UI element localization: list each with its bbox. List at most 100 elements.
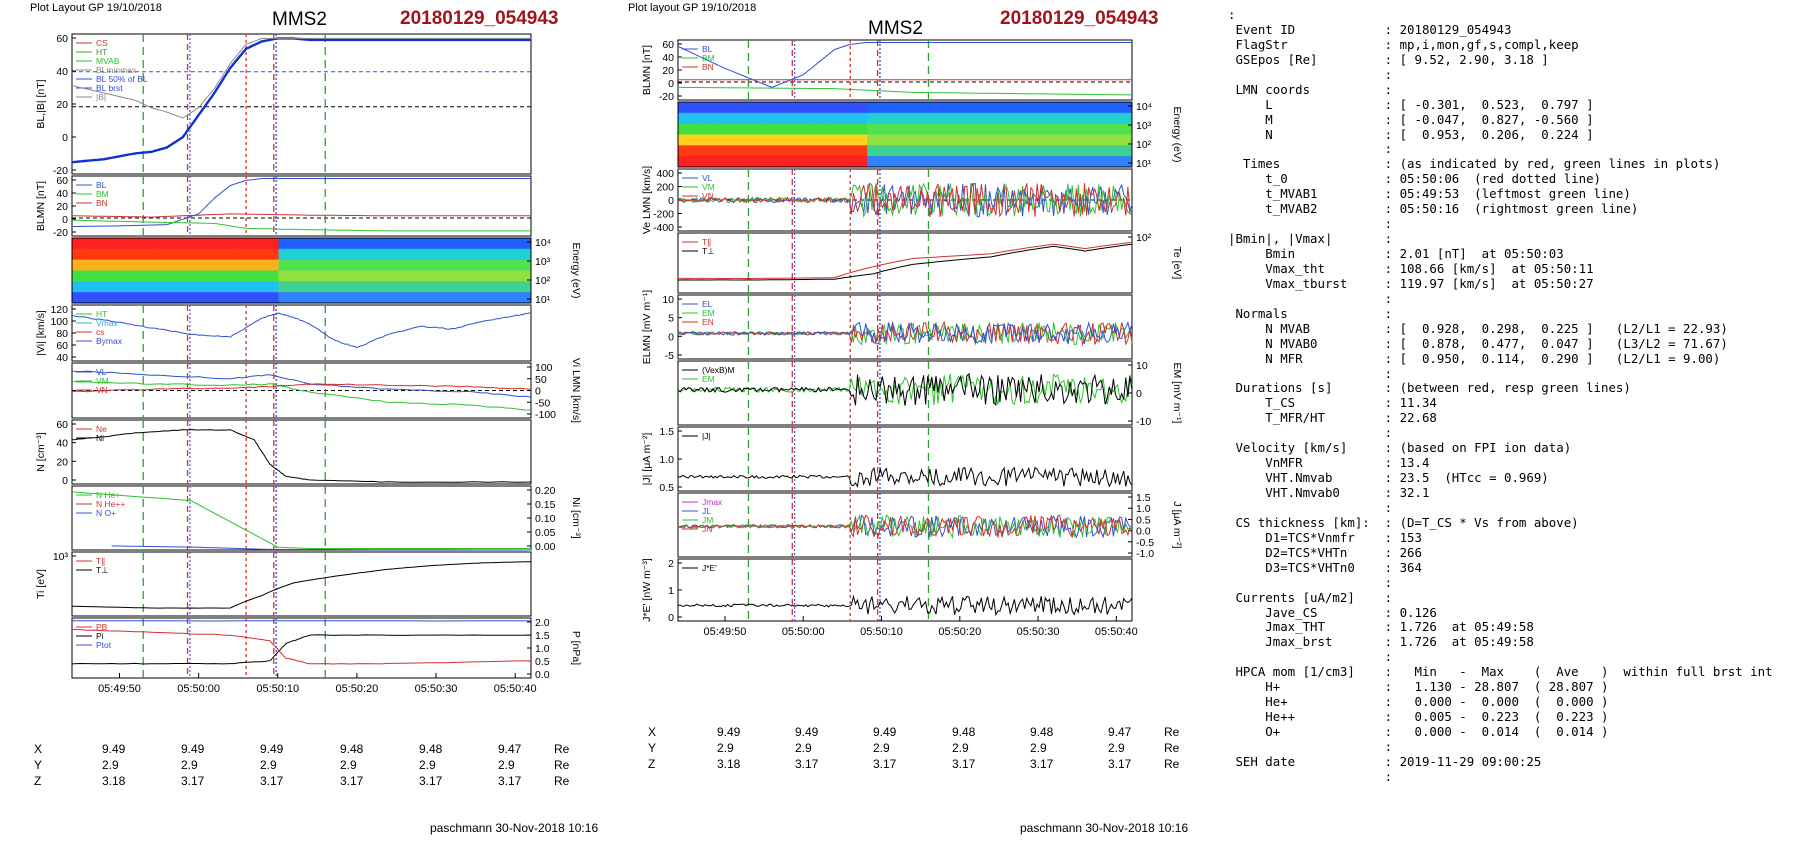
spectrogram-cell: [889, 123, 898, 135]
spectrogram-cell: [225, 270, 234, 282]
spectrogram-cell: [209, 270, 218, 282]
coord-unit: Re: [1164, 725, 1180, 739]
spectrogram-cell: [240, 281, 249, 293]
spectrogram-cell: [1116, 112, 1125, 125]
spectrogram-cell: [232, 238, 241, 250]
panel-frame: [71, 237, 532, 304]
spectrogram-cell: [156, 248, 165, 261]
spectrogram-cell: [393, 238, 402, 250]
spectrogram-cell: [125, 238, 134, 250]
spectrogram-cell: [446, 270, 455, 282]
legend-entry: VL: [702, 173, 713, 183]
spectrogram-cell: [1010, 145, 1019, 157]
legend-entry: BL 50% of BL: [96, 74, 148, 84]
spectrogram-cell: [278, 292, 287, 304]
y-axis-label: Vi LMN [km/s]: [570, 358, 582, 423]
info-line: Jmax_THT : 1.726 at 05:49:58: [1228, 619, 1534, 635]
spectrogram-cell: [423, 270, 433, 282]
spectrogram-cell: [844, 102, 853, 114]
spectrogram-cell: [454, 270, 463, 282]
info-line: M : [ -0.047, 0.827, -0.560 ]: [1228, 111, 1594, 127]
coord-value: 9.49: [260, 742, 284, 756]
spectrogram-cell: [477, 292, 486, 304]
spectrogram-cell: [378, 292, 387, 304]
spectrogram-cell: [768, 102, 777, 114]
info-line: Durations [s] : (between red, resp green…: [1228, 380, 1631, 396]
spectrogram-cell: [867, 145, 876, 157]
spectrogram-cell: [783, 112, 792, 125]
spectrogram-cell: [723, 102, 732, 114]
spectrogram-cell: [355, 259, 364, 271]
spectrogram-cell: [400, 270, 410, 282]
spectrogram-cell: [400, 259, 410, 271]
x-tick-label: 05:50:30: [415, 683, 458, 695]
spectrogram-cell: [110, 238, 119, 250]
spectrogram-cell: [980, 102, 989, 114]
coord-value: 3.17: [181, 774, 205, 788]
legend-entry: BM: [702, 53, 715, 63]
spectrogram-cell: [874, 156, 883, 168]
spectrogram-cell: [523, 238, 532, 250]
spectrogram-cell: [286, 281, 295, 293]
spectrogram-cell: [844, 145, 853, 157]
x-tick-label: 05:50:30: [1017, 626, 1060, 638]
spectrogram-cell: [950, 112, 959, 125]
legend-entry: N He++: [96, 499, 125, 509]
spectrogram-cell: [79, 281, 88, 293]
spectrogram-cell: [715, 123, 724, 135]
spectrogram-cell: [400, 238, 410, 250]
series-line: [677, 466, 1133, 488]
legend-entry: T⊥: [702, 246, 715, 256]
spectrogram-cell: [836, 134, 845, 146]
y-tick-label: 0.0: [535, 669, 550, 681]
spectrogram-cell: [814, 112, 823, 125]
spectrogram-cell: [102, 270, 111, 282]
spectrogram-cell: [950, 102, 959, 114]
series-line: [677, 182, 1133, 218]
panel-frame: [677, 492, 1133, 558]
spectrogram-cell: [477, 238, 486, 250]
spectrogram-cell: [270, 281, 280, 293]
y-tick-label: 0: [62, 214, 68, 226]
spectrogram-cell: [935, 123, 944, 135]
spectrogram-cell: [508, 259, 517, 271]
spectrogram-cell: [163, 238, 172, 250]
coord-value: 9.48: [340, 742, 364, 756]
spectrogram-cell: [492, 238, 501, 250]
spectrogram-cell: [1063, 123, 1072, 135]
spectrogram-cell: [905, 156, 914, 168]
spectrogram-cell: [912, 156, 921, 168]
spectrogram-cell: [1124, 123, 1133, 135]
spectrogram-cell: [408, 281, 417, 293]
spectrogram-cell: [332, 281, 341, 293]
spectrogram-cell: [799, 102, 808, 114]
spectrogram-cell: [439, 281, 448, 293]
spectrogram-cell: [316, 259, 325, 271]
spectrogram-cell: [761, 112, 770, 125]
info-line: L : [ -0.301, 0.523, 0.797 ]: [1228, 96, 1594, 112]
spectrogram-cell: [715, 145, 724, 157]
spectrogram-cell: [1086, 102, 1095, 114]
spectrogram-cell: [286, 292, 295, 304]
info-line: He+ : 0.000 - 0.000 ( 0.000 ): [1228, 694, 1609, 710]
spectrogram-cell: [247, 281, 257, 293]
spectrogram-cell: [439, 292, 448, 304]
spectrogram-cell: [957, 102, 967, 114]
spectrogram-cell: [416, 281, 425, 293]
spectrogram-cell: [1071, 102, 1080, 114]
spectrogram-cell: [362, 270, 371, 282]
y-tick-label: -0.5: [1136, 537, 1154, 549]
spectrogram-cell: [761, 102, 770, 114]
spectrogram-cell: [1109, 134, 1118, 146]
y-tick-label: 0: [668, 331, 674, 343]
spectrogram-cell: [240, 292, 249, 304]
spectrogram-cell: [715, 112, 724, 125]
spectrogram-cell: [1071, 134, 1080, 146]
spectrogram-cell: [485, 281, 494, 293]
spectrogram-cell: [799, 156, 808, 168]
x-tick-label: 05:50:40: [1095, 626, 1138, 638]
spectrogram-cell: [957, 134, 967, 146]
y-tick-label: 0: [668, 78, 674, 90]
spectrogram-cell: [263, 238, 272, 250]
